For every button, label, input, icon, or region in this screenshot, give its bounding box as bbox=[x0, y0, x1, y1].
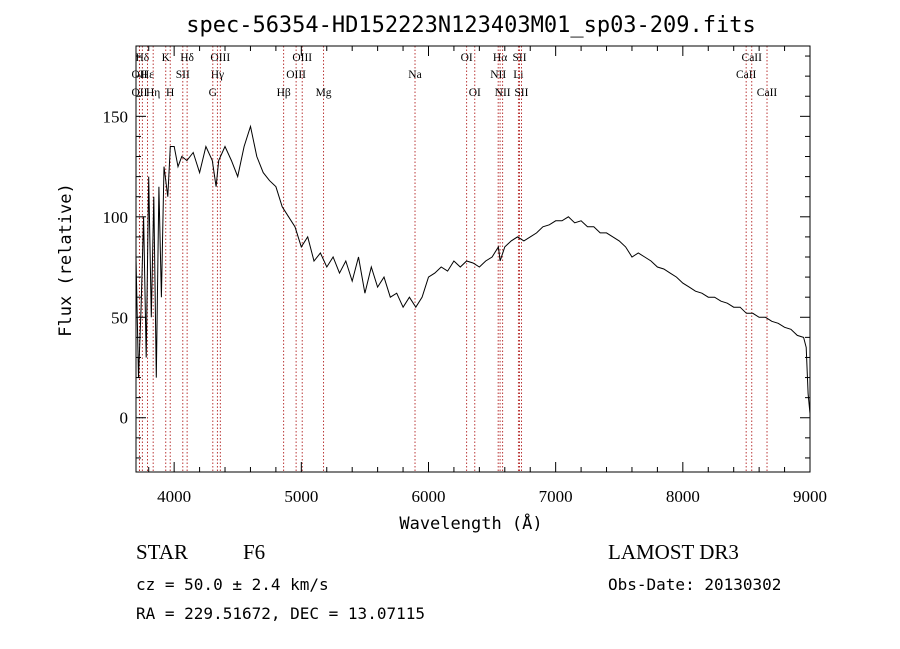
marker-label-5: K bbox=[162, 52, 171, 64]
x-axis-label: Wavelength (Å) bbox=[399, 512, 542, 534]
marker-label-14: OIII bbox=[292, 52, 312, 64]
y-tick-label: 0 bbox=[120, 409, 129, 428]
marker-label-23: Li bbox=[513, 69, 523, 81]
marker-label-16: Na bbox=[408, 69, 421, 81]
chart-title: spec-56354-HD152223N123403M01_sp03-209.f… bbox=[186, 13, 756, 38]
marker-label-4: Hη bbox=[146, 87, 160, 99]
marker-label-3: Hε bbox=[141, 69, 154, 81]
coordinates: RA = 229.51672, DEC = 13.07115 bbox=[136, 604, 425, 623]
x-tick-label: 5000 bbox=[284, 487, 318, 506]
redshift-text: cz = 50.0 ± 2.4 km/s bbox=[136, 575, 329, 594]
plot-frame bbox=[135, 45, 811, 473]
marker-label-2: OII bbox=[131, 87, 147, 99]
y-tick-label: 100 bbox=[103, 208, 129, 227]
marker-label-10: Hγ bbox=[211, 69, 224, 81]
marker-label-19: Hα bbox=[493, 52, 507, 64]
x-tick-label: 9000 bbox=[793, 487, 827, 506]
marker-label-18: OI bbox=[469, 87, 481, 99]
marker-label-22: SII bbox=[513, 52, 527, 64]
marker-label-8: Hδ bbox=[180, 52, 194, 64]
obs-date: Obs-Date: 20130302 bbox=[608, 575, 782, 594]
y-axis-label: Flux (relative) bbox=[56, 183, 76, 337]
spectral-subclass: F6 bbox=[243, 540, 266, 564]
marker-label-0: Hδ bbox=[135, 52, 149, 64]
y-tick-label: 150 bbox=[103, 107, 129, 126]
x-tick-label: 4000 bbox=[157, 487, 191, 506]
marker-label-26: CaII bbox=[742, 52, 763, 64]
survey-name: LAMOST DR3 bbox=[608, 540, 739, 564]
x-tick-label: 8000 bbox=[666, 487, 700, 506]
x-tick-label: 6000 bbox=[411, 487, 445, 506]
series-line-flux bbox=[135, 124, 811, 414]
marker-label-20: NII bbox=[490, 69, 506, 81]
marker-label-17: OI bbox=[461, 52, 473, 64]
y-tick-label: 50 bbox=[111, 308, 128, 327]
marker-label-6: H bbox=[166, 87, 174, 99]
marker-label-12: Hβ bbox=[277, 87, 291, 99]
x-tick-label: 7000 bbox=[539, 487, 573, 506]
marker-label-25: CaII bbox=[736, 69, 757, 81]
x-axis-ticks: 4000 5000 6000 7000 8000 9000 bbox=[148, 46, 827, 506]
marker-label-9: OIII bbox=[210, 52, 230, 64]
object-class: STAR bbox=[136, 540, 188, 564]
marker-label-15: Mg bbox=[316, 87, 332, 99]
marker-label-27: CaII bbox=[757, 87, 778, 99]
marker-label-24: SII bbox=[514, 87, 528, 99]
marker-label-7: SII bbox=[176, 69, 190, 81]
marker-label-11: G bbox=[209, 87, 217, 99]
marker-label-21: NII bbox=[495, 87, 511, 99]
marker-label-13: OIII bbox=[286, 69, 306, 81]
y-axis-ticks: 0 50 100 150 bbox=[103, 55, 810, 459]
